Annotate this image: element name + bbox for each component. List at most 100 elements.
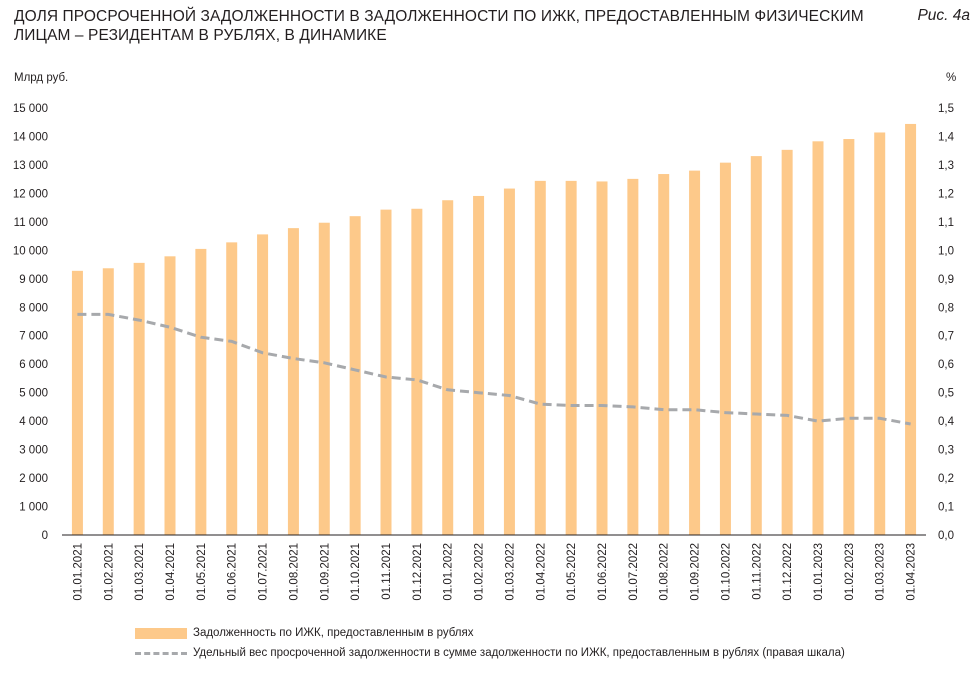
x-tick-label: 01.09.2022 — [690, 543, 702, 601]
bar — [380, 209, 392, 535]
left-tick-label: 2 000 — [19, 473, 48, 485]
x-tick-label: 01.05.2021 — [196, 543, 208, 601]
left-tick-label: 9 000 — [19, 274, 48, 286]
left-tick-label: 15 000 — [13, 103, 48, 115]
bar — [287, 228, 299, 535]
bar — [226, 242, 238, 535]
left-tick-label: 5 000 — [19, 388, 48, 400]
x-tick-label: 01.02.2023 — [844, 543, 856, 601]
bar — [195, 248, 207, 535]
bar — [534, 180, 546, 535]
x-tick-label: 01.08.2022 — [659, 543, 671, 601]
right-tick-label: 0,4 — [938, 416, 955, 428]
left-tick-label: 12 000 — [13, 188, 48, 200]
legend-item-bars: Задолженность по ИЖК, предоставленным в … — [135, 623, 845, 643]
bar — [257, 234, 269, 535]
bar — [874, 132, 886, 536]
figure-label: Рис. 4а — [917, 7, 970, 24]
x-tick-label: 01.05.2022 — [566, 543, 578, 601]
left-tick-label: 4 000 — [19, 416, 48, 428]
legend-item-line: Удельный вес просроченной задолженности … — [135, 643, 845, 663]
legend-swatch-bar — [135, 627, 187, 639]
x-tick-label: 01.11.2021 — [381, 543, 393, 600]
x-tick-label: 01.03.2022 — [504, 543, 516, 601]
left-tick-label: 14 000 — [13, 131, 48, 143]
x-axis-labels: 01.01.2021 01.02.2021 01.03.2021 01.04.2021… — [72, 543, 917, 601]
right-tick-label: 0,5 — [938, 388, 954, 400]
right-tick-label: 0,6 — [938, 359, 954, 371]
bar — [349, 216, 361, 535]
bar — [133, 262, 145, 535]
bar — [719, 162, 731, 535]
bar — [781, 149, 793, 535]
bar — [658, 174, 670, 535]
x-tick-label: 01.12.2021 — [412, 543, 424, 601]
bar — [473, 195, 485, 535]
x-tick-label: 01.03.2021 — [134, 543, 146, 601]
left-tick-label: 10 000 — [13, 245, 48, 257]
x-tick-label: 01.06.2022 — [597, 543, 609, 601]
bar — [627, 178, 639, 535]
left-axis-unit: Млрд руб. — [14, 72, 68, 84]
x-tick-label: 01.07.2022 — [628, 543, 640, 601]
x-tick-label: 01.04.2023 — [906, 543, 918, 601]
x-tick-label: 01.09.2021 — [319, 543, 331, 601]
bar — [750, 156, 762, 535]
left-tick-label: 11 000 — [14, 217, 48, 229]
bar — [565, 180, 577, 535]
right-tick-label: 0,8 — [938, 302, 954, 314]
right-axis-ticks: 0,0 0,1 0,2 0,3 0,4 0,5 0,6 0,7 0,8 0,9 1,0 1,1 1,2 1… — [938, 103, 955, 542]
bar — [596, 181, 608, 535]
right-tick-label: 1,4 — [938, 131, 955, 143]
x-tick-label: 01.04.2021 — [165, 543, 177, 601]
bar — [411, 208, 423, 535]
line-series — [77, 312, 911, 426]
x-tick-label: 01.02.2022 — [474, 543, 486, 601]
bar — [318, 222, 330, 535]
bar — [442, 200, 454, 535]
x-tick-label: 01.01.2023 — [813, 543, 825, 601]
chart-title-line-2: ЛИЦАМ – РЕЗИДЕНТАМ В РУБЛЯХ, В ДИНАМИКЕ — [14, 27, 387, 44]
x-tick-label: 01.02.2021 — [103, 543, 115, 601]
right-tick-label: 1,2 — [938, 188, 954, 200]
chart-title: ДОЛЯ ПРОСРОЧЕННОЙ ЗАДОЛЖЕННОСТИ В ЗАДОЛЖ… — [14, 7, 874, 45]
bar — [164, 256, 176, 535]
x-tick-label: 01.12.2022 — [782, 543, 794, 601]
right-tick-label: 0,0 — [938, 530, 954, 542]
right-tick-label: 0,9 — [938, 274, 954, 286]
right-axis-unit: % — [946, 72, 956, 84]
bar — [843, 139, 855, 535]
right-tick-label: 1,1 — [938, 217, 954, 229]
x-tick-label: 01.10.2021 — [350, 543, 362, 601]
bar — [689, 170, 701, 536]
left-tick-label: 13 000 — [13, 160, 48, 172]
left-axis-ticks: 0 1 000 2 000 3 000 4 000 5 000 6 000 7 000 8 00… — [13, 103, 48, 542]
left-tick-label: 7 000 — [19, 331, 48, 343]
x-tick-label: 01.04.2022 — [535, 543, 547, 601]
x-tick-label: 01.03.2023 — [875, 543, 887, 601]
left-tick-label: 8 000 — [19, 302, 48, 314]
bar — [102, 268, 114, 535]
right-tick-label: 0,7 — [938, 331, 954, 343]
left-tick-label: 0 — [42, 530, 48, 542]
left-tick-label: 3 000 — [19, 445, 48, 457]
right-tick-label: 1,0 — [938, 245, 954, 257]
x-tick-label: 01.07.2021 — [258, 543, 270, 601]
bar — [812, 141, 824, 535]
right-tick-label: 1,3 — [938, 160, 954, 172]
right-tick-label: 1,5 — [938, 103, 954, 115]
x-tick-label: 01.08.2021 — [288, 543, 300, 601]
right-tick-label: 0,2 — [938, 473, 954, 485]
left-tick-label: 6 000 — [19, 359, 48, 371]
x-tick-label: 01.01.2021 — [72, 543, 84, 601]
right-tick-label: 0,1 — [938, 502, 954, 514]
legend: Задолженность по ИЖК, предоставленным в … — [135, 623, 845, 663]
x-tick-label: 01.01.2022 — [443, 543, 455, 601]
right-tick-label: 0,3 — [938, 445, 954, 457]
x-tick-label: 01.11.2022 — [751, 543, 763, 600]
bar — [905, 123, 917, 535]
x-tick-label: 01.06.2021 — [227, 543, 239, 601]
legend-label-bars: Задолженность по ИЖК, предоставленным в … — [193, 627, 474, 639]
chart-title-line-1: ДОЛЯ ПРОСРОЧЕННОЙ ЗАДОЛЖЕННОСТИ В ЗАДОЛЖ… — [14, 8, 864, 25]
